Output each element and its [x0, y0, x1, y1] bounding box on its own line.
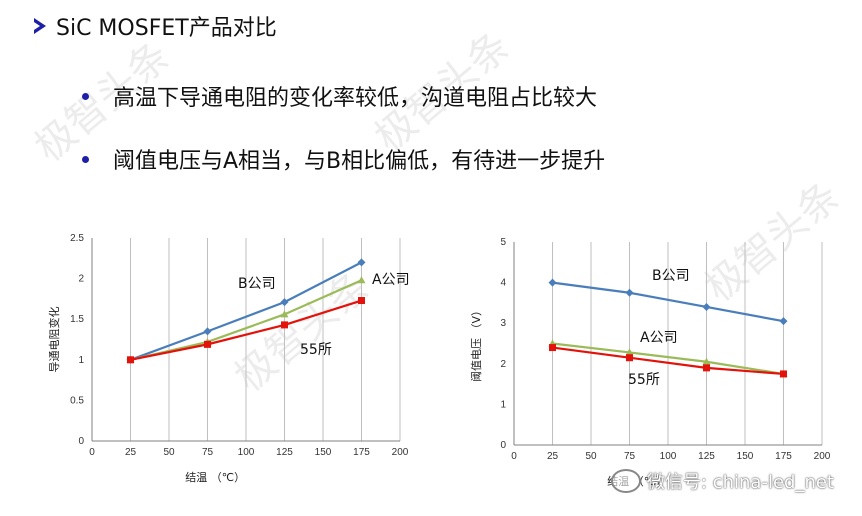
- data-point: [204, 340, 211, 348]
- y-tick-label: 2: [500, 359, 506, 370]
- x-tick-label: 0: [89, 447, 95, 458]
- x-tick-label: 75: [624, 451, 636, 462]
- y-tick-label: 4: [500, 278, 506, 289]
- y-tick-label: 0.5: [70, 395, 84, 406]
- y-tick-label: 1: [500, 399, 506, 410]
- series-label: 55所: [300, 342, 332, 358]
- bullet-text: 高温下导通电阻的变化率较低，沟道电阻占比较大: [113, 86, 598, 111]
- x-tick-label: 100: [660, 451, 677, 462]
- y-tick-label: 1: [78, 355, 84, 366]
- bullet-item: 阈值电压与A相当，与B相比偏低，有待进一步提升: [82, 143, 605, 175]
- bullet-item: 高温下导通电阻的变化率较低，沟道电阻占比较大: [82, 80, 597, 112]
- data-point: [357, 276, 366, 284]
- x-tick-label: 50: [585, 451, 597, 462]
- y-tick-label: 1.5: [70, 314, 84, 325]
- data-point: [549, 344, 556, 352]
- x-tick-label: 75: [202, 447, 214, 458]
- x-tick-label: 200: [814, 451, 831, 462]
- y-tick-label: 5: [500, 237, 506, 248]
- x-axis-title: 结温 （℃）: [185, 471, 245, 484]
- series-line: [130, 299, 362, 361]
- data-point: [548, 278, 557, 287]
- data-point: [280, 298, 289, 307]
- data-point: [357, 258, 366, 267]
- series-label: A公司: [372, 272, 410, 288]
- x-tick-label: 0: [511, 451, 517, 462]
- data-point: [626, 354, 633, 362]
- watermark-text: 微信号: china-led_net: [646, 472, 834, 493]
- x-tick-label: 125: [276, 447, 293, 458]
- series-line: [552, 346, 784, 376]
- arrow-bullet-icon: [34, 18, 46, 34]
- x-tick-label: 200: [392, 447, 409, 458]
- bullet-dot-icon: [82, 155, 89, 163]
- y-axis-title: 阈值电压 （V）: [469, 305, 483, 382]
- series-line: [552, 281, 784, 323]
- data-point: [780, 370, 787, 378]
- data-point: [779, 317, 788, 326]
- x-tick-label: 25: [125, 447, 137, 458]
- data-point: [625, 348, 634, 356]
- series-line: [130, 261, 363, 361]
- data-point: [127, 356, 134, 364]
- data-point: [281, 321, 288, 329]
- y-axis-title: 导通电阻变化: [47, 307, 61, 373]
- bullet-text: 阈值电压与A相当，与B相比偏低，有待进一步提升: [113, 149, 606, 174]
- x-tick-label: 25: [547, 451, 559, 462]
- x-tick-label: 175: [353, 447, 370, 458]
- threshold-voltage-chart: 0255075100125150175200012345结温 （℃）阈值电压 （…: [469, 237, 831, 488]
- y-tick-label: 2.5: [70, 233, 84, 244]
- x-tick-label: 125: [698, 451, 715, 462]
- bullet-dot-icon: [82, 92, 89, 100]
- x-tick-label: 150: [315, 447, 332, 458]
- x-tick-label: 50: [163, 447, 175, 458]
- data-point: [280, 310, 289, 318]
- series-line: [552, 342, 784, 376]
- data-point: [203, 327, 212, 336]
- y-tick-label: 3: [500, 318, 506, 329]
- data-point: [625, 288, 634, 297]
- heading-text: SiC MOSFET产品对比: [56, 16, 277, 41]
- y-tick-label: 0: [500, 440, 506, 451]
- series-line: [130, 279, 362, 361]
- series-label: B公司: [238, 276, 276, 292]
- wechat-icon: [610, 469, 641, 493]
- data-point: [703, 364, 710, 372]
- x-tick-label: 175: [775, 451, 792, 462]
- series-label: A公司: [640, 330, 678, 346]
- x-tick-label: 100: [238, 447, 255, 458]
- x-tick-label: 150: [737, 451, 754, 462]
- y-tick-label: 0: [78, 436, 84, 447]
- data-point: [358, 297, 365, 305]
- wechat-watermark: 微信号: china-led_net: [610, 468, 834, 494]
- slide-heading: SiC MOSFET产品对比: [34, 10, 277, 42]
- on-resistance-chart: 0 25 50 75 100 125 150 175 200 0 0.5 1 1.5 2 2.5 结温 （℃）…: [47, 233, 410, 484]
- data-point: [702, 357, 711, 365]
- series-label: 55所: [628, 372, 660, 388]
- y-tick-label: 2: [78, 274, 84, 285]
- series-label: B公司: [652, 268, 690, 284]
- data-point: [702, 302, 711, 311]
